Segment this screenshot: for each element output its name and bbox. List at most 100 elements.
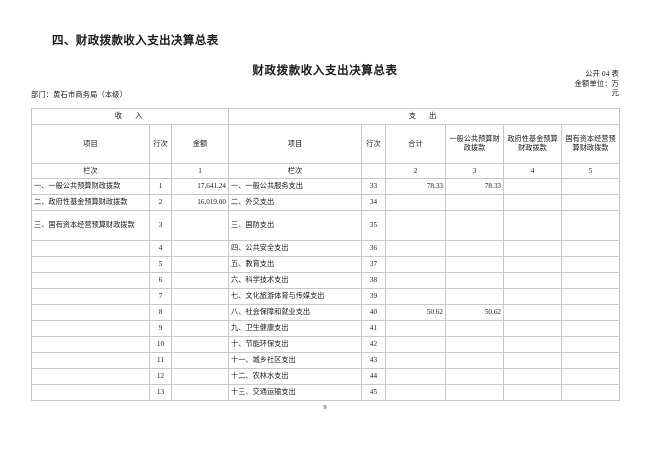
table-row: 12 十二、农林水支出 44 [31,368,621,385]
column-number-general-public: 3 [445,163,504,179]
expenditure-line-no: 41 [361,320,386,337]
income-item [31,272,150,289]
expenditure-general-public: 50.62 [445,304,504,321]
expenditure-item: 四、公共安全支出 [228,240,362,257]
income-line-no: 9 [149,320,172,337]
income-item [31,288,150,305]
income-amount [171,256,229,273]
expenditure-item: 六、科学技术支出 [228,272,362,289]
expenditure-item: 九、卫生健康支出 [228,320,362,337]
column-number-expenditure-line-no [361,163,386,179]
expenditure-state-capital [560,368,621,385]
expenditure-state-capital [560,240,621,257]
column-number-income-amount: 1 [171,163,229,179]
expenditure-state-capital [560,178,621,195]
column-number-expenditure-total: 2 [385,163,446,179]
column-number-gov-fund: 4 [503,163,562,179]
column-number-row: 栏次 1 栏次 2 3 4 5 [31,163,621,179]
header-general-public-budget: 一般公共预算财政拨款 [445,124,504,164]
income-item [31,384,150,401]
expenditure-line-no: 36 [361,240,386,257]
expenditure-general-public [445,194,504,211]
expenditure-state-capital [560,304,621,321]
expenditure-item: 十三、交通运输支出 [228,384,362,401]
table-row: 9 九、卫生健康支出 41 [31,320,621,337]
header-income-line-no: 行次 [149,124,172,164]
expenditure-total: 78.33 [385,178,446,195]
expenditure-line-no: 35 [361,210,386,241]
expenditure-general-public [445,384,504,401]
income-amount: 17,641.24 [171,178,229,195]
table-row: 4 四、公共安全支出 36 [31,240,621,257]
expenditure-state-capital [560,256,621,273]
income-item [31,320,150,337]
expenditure-gov-fund [503,368,562,385]
page-number: 9 [323,404,327,411]
expenditure-gov-fund [503,240,562,257]
income-item [31,368,150,385]
expenditure-gov-fund [503,272,562,289]
table-row: 11 十一、城乡社区支出 43 [31,352,621,369]
income-group-header: 收 入 [31,108,229,125]
expenditure-state-capital [560,352,621,369]
expenditure-state-capital [560,336,621,353]
income-amount: 16,019.00 [171,194,229,211]
expenditure-state-capital [560,194,621,211]
expenditure-total [385,320,446,337]
income-line-no: 1 [149,178,172,195]
table-row: 8 八、社会保障和就业支出 40 50.62 50.62 [31,304,621,321]
income-amount [171,336,229,353]
expenditure-gov-fund [503,336,562,353]
expenditure-total [385,368,446,385]
expenditure-gov-fund [503,178,562,195]
expenditure-general-public [445,336,504,353]
expenditure-general-public [445,368,504,385]
expenditure-line-no: 37 [361,256,386,273]
expenditure-gov-fund [503,320,562,337]
income-line-no: 4 [149,240,172,257]
income-amount [171,288,229,305]
expenditure-line-no: 33 [361,178,386,195]
page-title: 财政拨款收入支出决算总表 [252,65,398,77]
income-line-no: 10 [149,336,172,353]
income-amount [171,272,229,289]
form-code: 公开 04 表 [585,70,619,78]
table-row: 13 十三、交通运输支出 45 [31,384,621,401]
income-amount [171,352,229,369]
expenditure-item: 十二、农林水支出 [228,368,362,385]
income-amount [171,240,229,257]
income-item [31,240,150,257]
income-item: 三、国有资本经营预算财政拨款 [31,210,150,241]
expenditure-total: 50.62 [385,304,446,321]
expenditure-total [385,240,446,257]
column-number-income-label: 栏次 [31,163,150,179]
table-row: 一、一般公共预算财政拨款 1 17,641.24 一、一般公共服务支出 33 7… [31,178,621,195]
expenditure-item: 八、社会保障和就业支出 [228,304,362,321]
column-number-income-line-no [149,163,172,179]
table-row: 三、国有资本经营预算财政拨款 3 三、国防支出 35 [31,210,621,241]
expenditure-line-no: 38 [361,272,386,289]
amount-unit-line-1: 金额单位：万 [574,79,619,88]
expenditure-state-capital [560,384,621,401]
column-header-row: 项目 行次 金额 项目 行次 合计 一般公共预算财政拨款 政府性基金预算财政拨款… [31,124,621,164]
table-row: 5 五、教育支出 37 [31,256,621,273]
expenditure-line-no: 44 [361,368,386,385]
expenditure-state-capital [560,320,621,337]
expenditure-total [385,384,446,401]
expenditure-item: 五、教育支出 [228,256,362,273]
expenditure-total [385,194,446,211]
expenditure-general-public [445,256,504,273]
table-row: 6 六、科学技术支出 38 [31,272,621,289]
expenditure-gov-fund [503,256,562,273]
expenditure-item: 十、节能环保支出 [228,336,362,353]
income-item [31,336,150,353]
income-line-no: 7 [149,288,172,305]
header-state-capital-budget: 国有资本经营预算财政拨款 [560,124,621,164]
income-amount [171,368,229,385]
expenditure-gov-fund [503,304,562,321]
budget-table-body: 一、一般公共预算财政拨款 1 17,641.24 一、一般公共服务支出 33 7… [31,178,621,401]
expenditure-group-header: 支 出 [227,108,621,125]
expenditure-total [385,352,446,369]
income-line-no: 3 [149,210,172,241]
